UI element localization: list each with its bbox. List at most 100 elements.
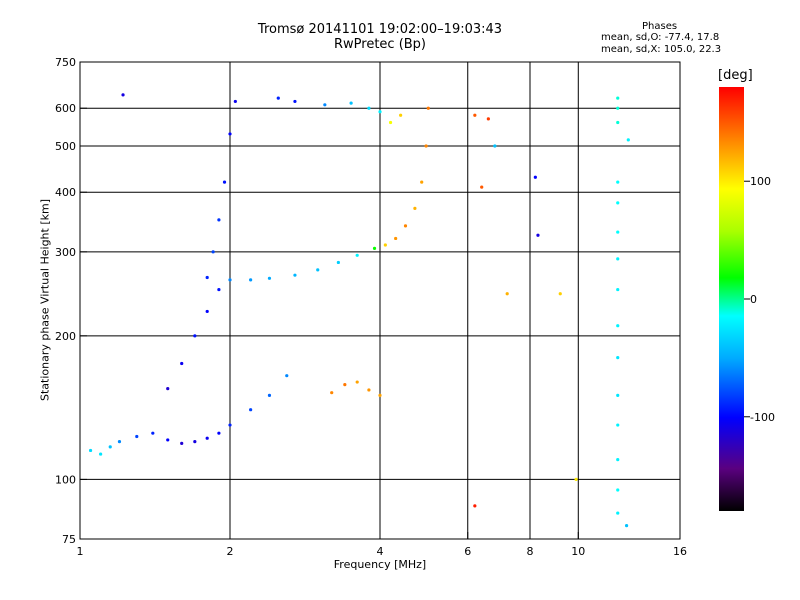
data-point — [285, 374, 289, 378]
data-point — [166, 438, 170, 442]
data-point — [355, 380, 359, 384]
phases-label: Phases — [642, 21, 678, 32]
data-point — [228, 278, 232, 282]
x-axis-ticks: 1 2 4 6 8 10 16 — [77, 532, 687, 558]
data-point — [121, 93, 125, 97]
x-axis-label: Frequency [MHz] — [333, 558, 427, 571]
data-point — [616, 257, 620, 261]
x-tick-label: 8 — [527, 545, 534, 558]
data-point — [383, 243, 387, 247]
stat-o-text: mean, sd,O: -77.4, 17.8 — [601, 32, 720, 43]
data-point — [533, 175, 537, 179]
data-point — [372, 246, 377, 250]
data-point — [211, 250, 215, 254]
data-point — [399, 113, 403, 117]
data-point — [217, 218, 221, 222]
data-point — [486, 117, 490, 121]
data-point — [505, 292, 509, 296]
data-point — [426, 106, 430, 110]
data-point — [233, 99, 237, 104]
data-point — [420, 180, 424, 184]
data-point — [616, 356, 620, 360]
colorbar-tick-label: -100 — [750, 411, 775, 424]
data-point — [228, 423, 232, 427]
data-point — [536, 233, 540, 237]
y-tick-label: 100 — [55, 473, 76, 486]
colorbar-tick-label: 100 — [750, 175, 771, 188]
x-tick-label: 10 — [571, 545, 585, 558]
data-point — [424, 144, 428, 148]
data-point — [616, 106, 620, 110]
data-point — [316, 268, 320, 272]
data-points — [88, 93, 630, 528]
data-point — [249, 408, 253, 412]
data-point — [616, 180, 620, 184]
data-point — [388, 120, 393, 125]
data-point — [249, 278, 253, 282]
data-point — [378, 110, 382, 114]
data-point — [616, 393, 620, 398]
data-point — [616, 287, 620, 292]
data-point — [624, 524, 629, 528]
data-point — [493, 144, 497, 148]
data-point — [616, 488, 620, 492]
x-tick-label: 4 — [377, 545, 384, 558]
data-point — [616, 120, 620, 125]
y-tick-label: 600 — [55, 102, 76, 115]
x-tick-label: 2 — [227, 545, 234, 558]
data-point — [228, 132, 232, 136]
data-point — [330, 391, 334, 395]
data-point — [616, 423, 620, 427]
chart-subtitle: RwPretec (Bp) — [333, 37, 427, 52]
data-point — [217, 431, 221, 435]
data-point — [108, 445, 112, 449]
data-point — [193, 334, 197, 338]
data-point — [394, 236, 398, 241]
y-axis-ticks: 75 100 200 300 400 500 600 750 — [55, 56, 87, 546]
y-tick-label: 300 — [55, 246, 76, 259]
data-point — [616, 201, 620, 205]
colorbar-tick-label: 0 — [750, 293, 757, 306]
data-point — [267, 393, 272, 398]
data-point — [626, 138, 630, 142]
data-point — [180, 441, 184, 445]
data-point — [99, 452, 103, 456]
data-point — [403, 224, 408, 228]
data-point — [616, 96, 620, 100]
data-point — [267, 276, 272, 280]
data-point — [480, 185, 484, 189]
data-point — [217, 287, 221, 292]
y-tick-label: 500 — [55, 140, 76, 153]
data-point — [574, 477, 578, 482]
data-point — [205, 436, 209, 440]
grid-lines — [80, 62, 680, 539]
data-point — [205, 275, 209, 280]
data-point — [205, 309, 209, 314]
data-point — [367, 106, 371, 110]
x-tick-label: 1 — [77, 545, 84, 558]
data-point — [193, 440, 197, 444]
data-point — [135, 434, 139, 439]
colorbar-ticks: 100 0 -100 — [744, 175, 775, 424]
y-tick-label: 200 — [55, 330, 76, 343]
data-point — [293, 273, 297, 277]
y-tick-label: 750 — [55, 56, 76, 69]
stat-x-text: mean, sd,X: 105.0, 22.3 — [601, 44, 722, 55]
data-point — [616, 230, 620, 234]
chart-title: Tromsø 20141101 19:02:00–19:03:43 — [257, 22, 503, 37]
data-point — [349, 101, 353, 105]
x-tick-label: 6 — [464, 545, 471, 558]
data-point — [151, 431, 155, 435]
data-point — [558, 292, 562, 296]
colorbar — [719, 87, 744, 511]
data-point — [616, 324, 620, 328]
data-point — [180, 361, 184, 366]
data-point — [323, 103, 327, 107]
data-point — [367, 388, 371, 392]
data-point — [616, 511, 620, 515]
y-tick-label: 75 — [62, 533, 76, 546]
data-point — [222, 180, 227, 184]
data-point — [166, 387, 170, 391]
data-point — [293, 99, 297, 104]
